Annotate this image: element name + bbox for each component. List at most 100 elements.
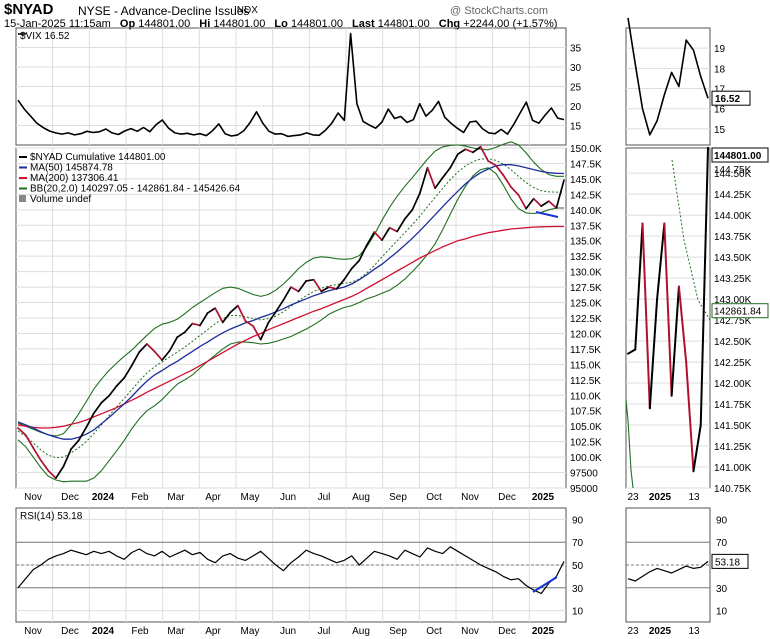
rsi-tick-label: 30 (572, 584, 584, 595)
price-zoom-tick-label: 143.25K (714, 274, 752, 285)
legend-swatch (19, 195, 26, 202)
quote-date: 15-Jan-2025 11:15am (4, 18, 111, 30)
price-segment (411, 192, 421, 211)
price-segment (396, 218, 406, 233)
price-segment (176, 331, 186, 339)
legend-entry: $NYAD Cumulative 144801.00 (30, 152, 166, 163)
price-segment (403, 208, 414, 220)
price-segment (85, 412, 95, 429)
rsi-x-tick: Jul (318, 626, 331, 637)
rsi-legend: RSI(14) 53.18 (20, 511, 83, 522)
price-zoom-x-tick: 13 (688, 492, 700, 503)
exchange: INDX (234, 5, 258, 16)
price-zoom-tick-label: 144.50K (714, 169, 752, 180)
rsi-line (17, 546, 565, 595)
price-zoom-tick-label: 142.75K (714, 316, 752, 327)
legend-entry: Volume undef (30, 194, 91, 205)
ma50-line (17, 164, 565, 440)
price-segment (456, 148, 467, 156)
price-segment (115, 377, 126, 387)
symbol-name: NYSE - Advance-Decline Issues (78, 4, 250, 18)
price-last-badge: 144801.00 (714, 151, 762, 162)
rsi-x-tick: Nov (461, 626, 479, 637)
last-value: 144801.00 (377, 18, 430, 30)
price-segment (532, 197, 543, 207)
rsi-x-tick: May (241, 626, 260, 637)
price-last-badge-box (711, 147, 769, 163)
price-trendline (535, 211, 559, 218)
vix-zoom-tick-label: 18 (714, 64, 726, 75)
rsi-x-tick: Nov (24, 626, 42, 637)
price-segment (434, 176, 444, 190)
price-segment (77, 426, 88, 442)
price-zoom-tick-label: 144.25K (714, 190, 752, 201)
price-tick-label: 95000 (570, 484, 598, 495)
legend-entry: MA(200) 137306.41 (30, 173, 119, 184)
price-zoom-segment (677, 285, 688, 364)
price-segment (130, 351, 141, 367)
price-tick-label: 135.0K (570, 237, 602, 248)
price-zoom-tick-label: 144.00K (714, 211, 752, 222)
price-segment (350, 259, 361, 270)
price-segment (525, 197, 535, 210)
price-zoom-tick-label: 141.00K (714, 463, 752, 474)
zoom-bb-mid (671, 159, 711, 321)
rsi-x-tick: Aug (352, 626, 370, 637)
price-segment (138, 343, 148, 353)
price-segment (267, 310, 277, 324)
price-segment (510, 186, 520, 196)
price-zoom-x-tick: 23 (627, 492, 639, 503)
price-zoom-segment (663, 222, 673, 397)
bb-lower-line (17, 167, 564, 483)
price-segment (274, 299, 285, 313)
vix-last-badge-box (711, 90, 751, 106)
price-tick-label: 110.0K (570, 391, 601, 402)
price-bb-badge: 142861.84 (714, 307, 762, 318)
price-x-tick: Nov (461, 492, 479, 503)
price-tick-label: 115.0K (570, 360, 601, 371)
price-x-tick: Jul (318, 492, 331, 503)
vix-tick-label: 35 (570, 44, 582, 55)
price-segment (373, 231, 383, 241)
price-zoom-segment (627, 348, 637, 355)
price-segment (555, 179, 565, 209)
price-segment (441, 166, 452, 179)
price-zoom-tick-label: 141.25K (714, 442, 752, 453)
vix-zoom-tick-label: 19 (714, 44, 726, 55)
zoom-bb-lower (625, 399, 634, 489)
price-segment (183, 322, 194, 334)
price-zoom-tick-label: 143.50K (714, 253, 752, 264)
price-x-tick: 2024 (92, 492, 115, 503)
rsi-x-tick: Mar (167, 626, 185, 637)
price-zoom-tick-label: 143.75K (714, 232, 752, 243)
price-segment (343, 267, 353, 281)
price-segment (388, 226, 399, 233)
rsi-tick-label: 50 (572, 561, 584, 572)
price-x-tick: Apr (205, 492, 221, 503)
rsi-zoom-tick-label: 90 (716, 515, 728, 526)
price-zoom-segment (692, 424, 702, 473)
vix-last-badge: 16.52 (715, 94, 740, 105)
rsi-x-tick: Apr (205, 626, 221, 637)
rsi-zoom-tick-label: 70 (716, 538, 728, 549)
price-x-tick: Dec (498, 492, 516, 503)
price-zoom-segment (670, 285, 680, 397)
price-segment (464, 148, 474, 154)
hi-value: 144801.00 (213, 18, 266, 30)
price-zoom-tick-label: 141.75K (714, 400, 752, 411)
lo-label: Lo (274, 18, 288, 30)
vix-tick-label: 30 (570, 63, 582, 74)
rsi-tick-label: 90 (572, 515, 584, 526)
symbol: $NYAD (4, 1, 54, 18)
ma200-line (17, 225, 564, 429)
price-zoom-tick-label: 142.25K (714, 358, 752, 369)
price-segment (191, 322, 201, 327)
price-segment (229, 304, 239, 314)
price-segment (161, 349, 171, 361)
price-segment (358, 244, 368, 262)
price-segment (214, 307, 224, 324)
vix-zoom-tick-label: 15 (714, 125, 726, 136)
rsi-zoom-tick-label: 30 (716, 584, 728, 595)
price-segment (502, 174, 512, 188)
rsi-x-tick: Sep (389, 626, 407, 637)
